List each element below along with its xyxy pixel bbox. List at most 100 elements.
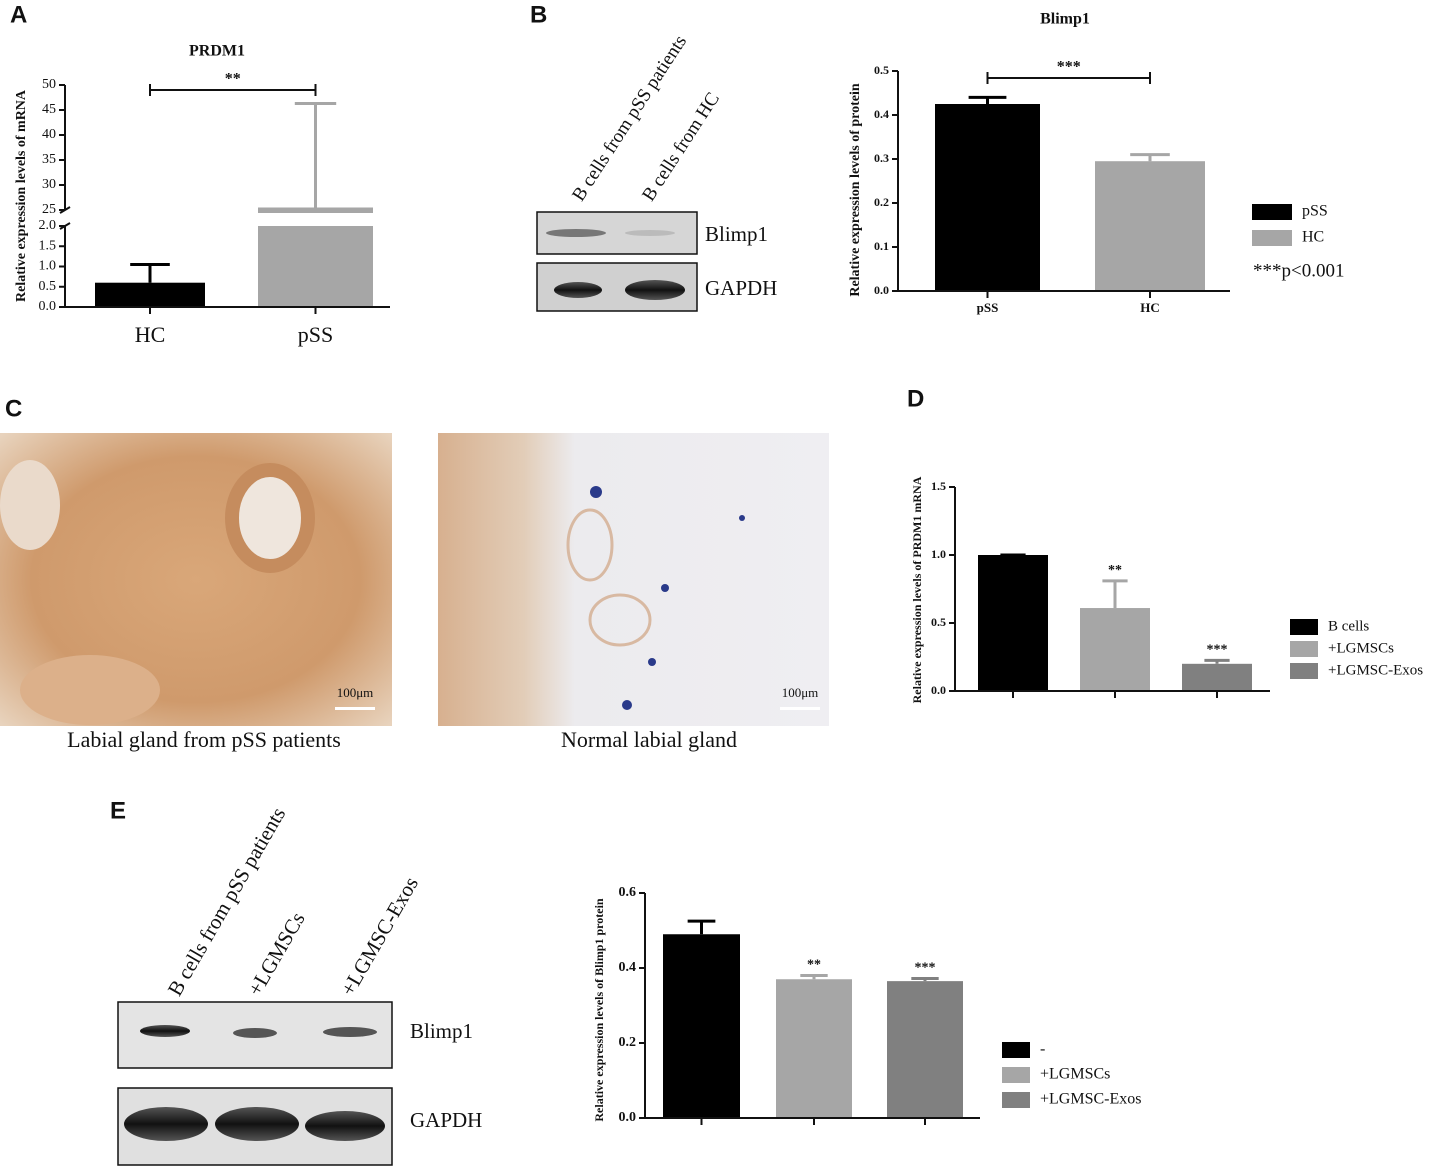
caption: Normal labial gland xyxy=(561,727,737,752)
bar xyxy=(1182,663,1252,691)
legend-swatch xyxy=(1002,1042,1030,1058)
y-tick-label: 0.5 xyxy=(874,63,889,77)
significance: *** xyxy=(1057,59,1081,76)
y-tick-label: 0.6 xyxy=(619,885,637,900)
legend-swatch xyxy=(1290,641,1318,657)
legend-swatch xyxy=(1290,663,1318,679)
stain xyxy=(590,486,602,498)
scale-label: 100μm xyxy=(337,685,374,700)
y-tick-label: 1.0 xyxy=(39,259,57,274)
legend-swatch xyxy=(1002,1067,1030,1083)
x-tick-label: pSS xyxy=(977,300,999,315)
row-label: Blimp1 xyxy=(705,222,768,246)
lane-label: B cells from HC xyxy=(638,89,724,205)
scale-bar xyxy=(780,707,820,710)
error-bar xyxy=(1102,579,1128,609)
legend-swatch xyxy=(1290,619,1318,635)
significance: ** xyxy=(225,71,241,88)
row-label: GAPDH xyxy=(705,276,777,300)
legend-label: +LGMSCs xyxy=(1328,640,1394,656)
error-bar xyxy=(130,262,170,283)
bar xyxy=(978,555,1048,691)
y-tick-label: 0.4 xyxy=(874,107,889,121)
panel-label: E xyxy=(110,797,126,824)
lane-label: +LGMSCs xyxy=(243,908,310,1000)
legend-label: +LGMSC-Exos xyxy=(1328,662,1423,678)
blot-band xyxy=(233,1028,277,1038)
vessel xyxy=(566,508,614,582)
y-tick-label: 0.5 xyxy=(39,279,57,294)
bar xyxy=(95,282,205,307)
blot-band xyxy=(124,1107,208,1141)
legend-label: HC xyxy=(1302,229,1324,246)
significance-bracket xyxy=(149,84,317,96)
y-tick-label: 0.2 xyxy=(619,1035,637,1050)
y-tick-label: 0.1 xyxy=(874,239,889,253)
lane-label: +LGMSC-Exos xyxy=(336,873,423,1000)
panel-label: C xyxy=(5,395,22,422)
gland-duct xyxy=(0,460,60,550)
significance: *** xyxy=(1207,643,1228,658)
y-tick-label: 2.0 xyxy=(39,218,57,233)
y-axis-label: Relative expression levels of Blimp1 pro… xyxy=(592,898,606,1122)
y-tick-label: 0.5 xyxy=(931,615,946,629)
legend-label: B cells xyxy=(1328,618,1369,634)
legend-swatch xyxy=(1252,204,1292,220)
y-tick-label: 35 xyxy=(42,152,56,167)
scale-bar xyxy=(335,707,375,710)
blot-band xyxy=(546,229,606,237)
blot-band xyxy=(625,230,675,236)
panel-label: A xyxy=(10,1,27,28)
gland-duct xyxy=(225,463,315,573)
x-tick-label: HC xyxy=(135,322,166,347)
legend-label: pSS xyxy=(1302,203,1328,220)
stain xyxy=(661,584,669,592)
stain xyxy=(648,658,656,666)
y-tick-label: 0.0 xyxy=(619,1110,637,1125)
legend-swatch xyxy=(1002,1092,1030,1108)
y-tick-label: 1.0 xyxy=(931,547,946,561)
scale-label: 100μm xyxy=(782,685,819,700)
blot-band xyxy=(625,280,685,300)
y-axis xyxy=(59,85,71,307)
axis-break-gap xyxy=(66,213,391,226)
y-tick-label: 1.5 xyxy=(39,238,57,253)
y-tick-label: 0.0 xyxy=(931,683,946,697)
significance-bracket xyxy=(986,72,1151,84)
panel-label: B xyxy=(530,1,547,28)
error-bar xyxy=(968,95,1007,104)
bar xyxy=(1080,608,1150,691)
error-bar xyxy=(800,974,828,980)
blot-band xyxy=(323,1027,377,1037)
chart-title: PRDM1 xyxy=(189,43,245,60)
row-label: GAPDH xyxy=(410,1108,482,1132)
y-axis-label: Relative expression levels of PRDM1 mRNA xyxy=(910,476,924,703)
vessel xyxy=(588,593,652,647)
chart-title: Blimp1 xyxy=(1040,11,1090,28)
y-tick-label: 1.5 xyxy=(931,479,946,493)
y-axis-label: Relative expression levels of protein xyxy=(848,83,863,297)
legend-swatch xyxy=(1252,230,1292,246)
error-bar xyxy=(911,977,939,982)
y-tick-label: 0.4 xyxy=(619,960,637,975)
y-tick-label: 25 xyxy=(42,202,56,217)
legend-label: - xyxy=(1040,1041,1045,1058)
blot-band xyxy=(140,1025,190,1037)
blot-band xyxy=(305,1111,385,1141)
row-label: Blimp1 xyxy=(410,1019,473,1043)
blot-band xyxy=(554,282,602,298)
legend-label: +LGMSC-Exos xyxy=(1040,1091,1141,1108)
y-tick-label: 0.0 xyxy=(874,283,889,297)
error-bar xyxy=(1130,153,1170,162)
y-tick-label: 0.0 xyxy=(39,299,57,314)
y-tick-label: 45 xyxy=(42,102,56,117)
stain xyxy=(622,700,632,710)
bar xyxy=(776,979,852,1118)
bar xyxy=(663,934,740,1118)
bar xyxy=(935,104,1040,291)
bar xyxy=(887,981,963,1118)
x-tick-label: HC xyxy=(1140,300,1160,315)
blot-band xyxy=(215,1107,299,1141)
bar xyxy=(1095,161,1205,291)
